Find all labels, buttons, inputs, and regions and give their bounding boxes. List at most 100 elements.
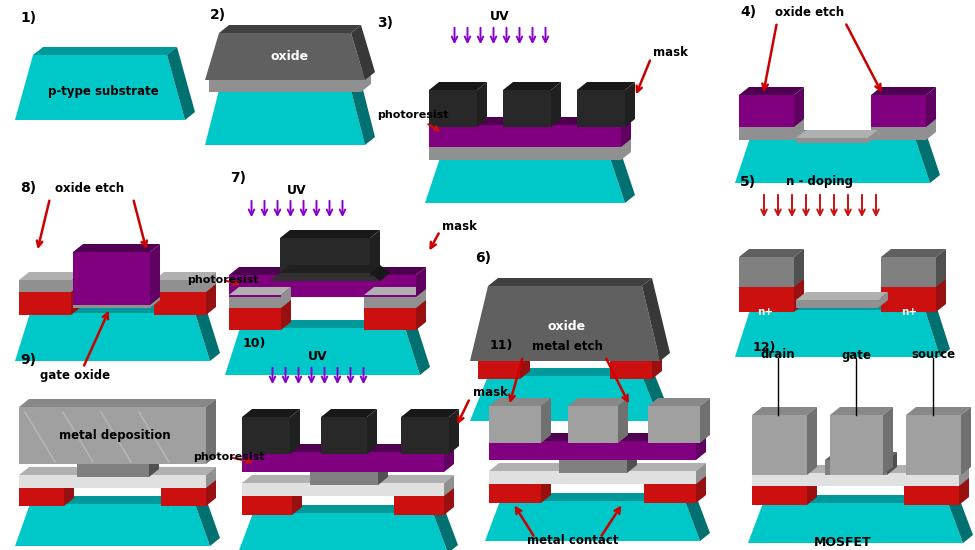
Polygon shape (71, 282, 81, 315)
Text: 6): 6) (475, 251, 491, 265)
Text: n+: n+ (901, 307, 917, 317)
Polygon shape (551, 82, 561, 127)
Polygon shape (71, 272, 81, 292)
Bar (77, 462, 149, 477)
Polygon shape (961, 407, 971, 475)
Bar (154, 290, 206, 315)
Polygon shape (959, 465, 969, 486)
Polygon shape (219, 25, 361, 33)
Polygon shape (361, 70, 371, 92)
Polygon shape (238, 513, 448, 550)
Polygon shape (883, 407, 893, 475)
Polygon shape (489, 398, 551, 406)
Polygon shape (739, 277, 804, 285)
Bar (429, 145, 621, 160)
Polygon shape (367, 409, 377, 454)
Polygon shape (370, 230, 380, 277)
Polygon shape (796, 130, 878, 138)
Text: UV: UV (490, 10, 510, 24)
Bar (610, 361, 652, 379)
Polygon shape (167, 47, 195, 120)
Polygon shape (394, 486, 454, 494)
Text: gate: gate (841, 349, 871, 361)
Bar (796, 300, 878, 308)
Polygon shape (281, 287, 291, 308)
Polygon shape (154, 282, 216, 290)
Polygon shape (444, 444, 454, 472)
Polygon shape (618, 398, 628, 443)
Bar (489, 441, 696, 460)
Polygon shape (936, 249, 946, 287)
Bar (73, 303, 150, 308)
Bar (242, 417, 290, 454)
Bar (229, 306, 281, 330)
Polygon shape (242, 444, 454, 452)
Polygon shape (225, 328, 420, 375)
Bar (321, 417, 367, 454)
Bar (429, 125, 621, 147)
Bar (825, 460, 887, 475)
Polygon shape (416, 267, 426, 297)
Text: photoresist: photoresist (187, 275, 258, 285)
Polygon shape (73, 244, 160, 252)
Polygon shape (150, 244, 160, 305)
Bar (229, 275, 416, 297)
Text: mask: mask (473, 387, 508, 399)
Bar (364, 306, 416, 330)
Bar (19, 475, 206, 488)
Bar (229, 295, 281, 308)
Polygon shape (470, 286, 660, 361)
Bar (161, 486, 206, 506)
Polygon shape (242, 486, 302, 494)
Bar (739, 285, 794, 312)
Polygon shape (794, 117, 804, 140)
Polygon shape (500, 493, 695, 501)
Bar (752, 415, 807, 475)
Polygon shape (735, 138, 930, 183)
Polygon shape (752, 407, 817, 415)
Bar (871, 95, 926, 127)
Polygon shape (19, 399, 216, 407)
Polygon shape (205, 90, 365, 145)
Polygon shape (477, 82, 487, 127)
Polygon shape (763, 495, 958, 503)
Bar (881, 285, 936, 312)
Polygon shape (19, 478, 74, 486)
Polygon shape (370, 265, 390, 281)
Polygon shape (642, 278, 670, 361)
Bar (644, 482, 696, 503)
Text: photoresist: photoresist (377, 110, 448, 130)
Bar (19, 407, 206, 464)
Bar (739, 125, 794, 140)
Polygon shape (206, 282, 216, 315)
Polygon shape (364, 298, 426, 306)
Polygon shape (904, 476, 969, 484)
Polygon shape (825, 452, 897, 460)
Polygon shape (449, 409, 459, 454)
Polygon shape (444, 486, 454, 515)
Bar (904, 484, 959, 505)
Polygon shape (292, 486, 302, 515)
Polygon shape (351, 82, 375, 145)
Polygon shape (15, 55, 185, 120)
Polygon shape (209, 70, 371, 78)
Polygon shape (739, 249, 804, 257)
Text: p-type substrate: p-type substrate (48, 85, 158, 98)
Polygon shape (281, 298, 291, 330)
Bar (310, 470, 378, 485)
Polygon shape (429, 117, 631, 125)
Polygon shape (881, 277, 946, 285)
Polygon shape (871, 87, 936, 95)
Bar (568, 406, 618, 443)
Polygon shape (936, 277, 946, 312)
Polygon shape (470, 376, 660, 421)
Polygon shape (440, 150, 620, 158)
Polygon shape (405, 320, 430, 375)
Polygon shape (750, 130, 925, 138)
Polygon shape (433, 505, 458, 550)
Bar (830, 415, 883, 475)
Polygon shape (541, 398, 551, 443)
Polygon shape (30, 305, 205, 313)
Text: 7): 7) (230, 171, 246, 185)
Bar (242, 494, 292, 515)
